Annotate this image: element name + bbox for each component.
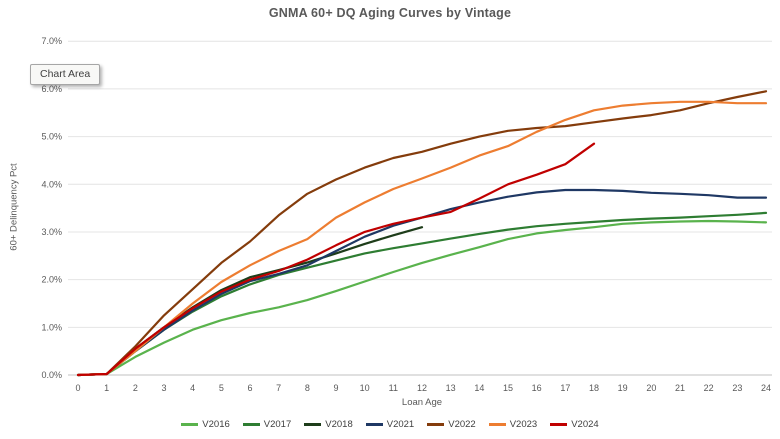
x-tick-label: 15	[503, 383, 513, 393]
y-tick-label: 6.0%	[41, 84, 62, 94]
x-tick-label: 21	[675, 383, 685, 393]
x-tick-label: 24	[761, 383, 771, 393]
series-line-v2017[interactable]	[76, 211, 768, 377]
legend-swatch-v2024	[550, 423, 568, 426]
y-tick-label: 1.0%	[41, 322, 62, 332]
x-tick-label: 16	[532, 383, 542, 393]
legend-item-v2018[interactable]: V2018	[304, 419, 353, 430]
y-tick-label: 5.0%	[41, 132, 62, 142]
x-tick-label: 6	[247, 383, 252, 393]
x-tick-label: 2	[133, 383, 138, 393]
legend: V2016 V2017 V2018 V2021 V2022 V2023 V2024	[0, 419, 780, 430]
x-tick-label: 20	[646, 383, 656, 393]
legend-swatch-v2017	[242, 423, 260, 426]
x-tick-label: 19	[618, 383, 628, 393]
legend-label: V2024	[571, 419, 599, 430]
y-tick-label: 3.0%	[41, 227, 62, 237]
legend-swatch-v2021	[365, 423, 383, 426]
legend-label: V2023	[509, 419, 538, 430]
y-tick-label: 7.0%	[41, 36, 62, 46]
legend-swatch-v2016	[181, 423, 199, 426]
series-line-v2023[interactable]	[76, 100, 768, 377]
x-tick-label: 4	[190, 383, 195, 393]
x-tick-label: 3	[161, 383, 166, 393]
x-tick-label: 22	[704, 383, 714, 393]
x-tick-label: 10	[360, 383, 370, 393]
x-tick-label: 17	[560, 383, 570, 393]
legend-label: V2021	[386, 419, 415, 430]
legend-swatch-v2022	[427, 423, 445, 426]
legend-swatch-v2023	[488, 423, 506, 426]
x-tick-label: 1	[104, 383, 109, 393]
legend-item-v2017[interactable]: V2017	[242, 419, 292, 430]
x-tick-label: 13	[446, 383, 456, 393]
legend-item-v2021[interactable]: V2021	[365, 419, 415, 430]
legend-swatch-v2018	[304, 423, 322, 426]
legend-item-v2022[interactable]: V2022	[427, 419, 476, 430]
chart-title: GNMA 60+ DQ Aging Curves by Vintage	[268, 6, 512, 20]
legend-item-v2024[interactable]: V2024	[550, 419, 599, 430]
legend-item-v2023[interactable]: V2023	[488, 419, 538, 430]
y-tick-label: 4.0%	[41, 179, 62, 189]
x-tick-label: 8	[305, 383, 310, 393]
y-axis-title: 60+ Delinquency Pct	[8, 163, 20, 251]
series-line-v2022[interactable]	[76, 90, 768, 377]
x-tick-label: 5	[219, 383, 224, 393]
series-line-v2016[interactable]	[76, 219, 768, 377]
legend-label: V2017	[263, 419, 292, 430]
plot-area: 0.0%1.0%2.0%3.0%4.0%5.0%6.0%7.0%0 1 2 3 4 5 6 7…	[41, 36, 772, 393]
legend-label: V2016	[202, 419, 230, 430]
x-tick-label: 0	[75, 383, 80, 393]
x-tick-label: 12	[417, 383, 427, 393]
x-tick-label: 18	[589, 383, 599, 393]
series-line-v2024[interactable]	[76, 142, 596, 377]
x-tick-label: 23	[732, 383, 742, 393]
x-tick-label: 7	[276, 383, 281, 393]
y-tick-label: 0.0%	[41, 370, 62, 380]
legend-label: V2022	[448, 419, 476, 430]
chart-area-tooltip: Chart Area	[30, 64, 101, 85]
x-tick-label: 11	[389, 383, 398, 393]
x-tick-label: 14	[474, 383, 484, 393]
x-axis-title: Loan Age	[401, 397, 443, 408]
legend-label: V2018	[325, 419, 353, 430]
legend-item-v2016[interactable]: V2016	[181, 419, 230, 430]
chart-area-tooltip-label: Chart Area	[40, 68, 91, 80]
y-tick-label: 2.0%	[41, 275, 62, 285]
x-tick-label: 9	[333, 383, 338, 393]
